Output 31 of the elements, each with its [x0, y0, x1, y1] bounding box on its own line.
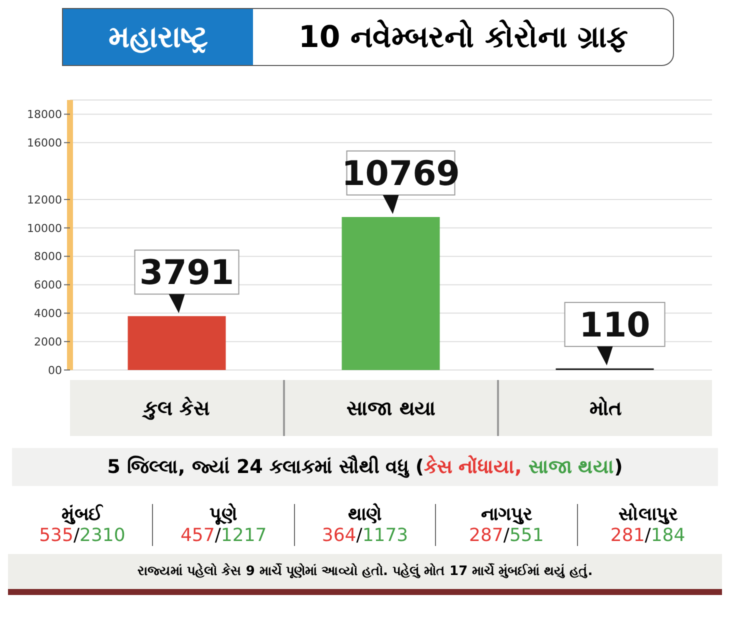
text: 287/551	[469, 525, 544, 546]
data-label: 3791	[139, 253, 234, 294]
chart-subtitle: 10 નવેમ્બરનો કોરોના ગ્રાફ	[297, 18, 629, 56]
y-tick-label: 00	[48, 364, 62, 377]
x-tick-label: કુલ કેસ	[141, 395, 210, 422]
y-tick-label: 16000	[27, 136, 62, 150]
text: 281/184	[610, 525, 686, 546]
text: રાજ્યમાં પહેલો કેસ 9 માર્ચે પૂણેમાં આવ્યો હતો. પહેલું મોત 17 માર્ચે મુંબઈમાં થયું હતું.	[8, 554, 722, 595]
bar	[128, 316, 226, 370]
text: સોલાપુર	[617, 504, 678, 525]
text: પૂણે	[208, 504, 239, 525]
text: થાણે	[347, 504, 384, 525]
text: 457/1217	[180, 525, 267, 546]
text: 535/2310	[39, 525, 126, 546]
text: મુંબઈ	[60, 504, 104, 525]
y-tick-label: 6000	[34, 278, 62, 292]
y-tick-label: 8000	[34, 250, 62, 264]
y-tick-label: 10000	[27, 222, 62, 235]
data-label: 110	[579, 305, 650, 346]
chart-title: મહારાષ્ટ્ર	[63, 9, 253, 65]
text: નાગપુર	[480, 504, 533, 525]
text: 364/1173	[322, 525, 408, 546]
x-tick-label: સાજા થયા	[282, 380, 498, 436]
y-tick-label: 4000	[34, 307, 62, 320]
bar	[342, 216, 440, 370]
x-tick-label: મોત	[497, 380, 712, 436]
text: 5 જિલ્લા, જ્યાં 24 કલાકમાં સૌથી વધુ (કેસ નોંધાયા, સાજા થયા)	[107, 456, 623, 478]
y-tick-label: 2000	[34, 335, 62, 348]
data-label: 10769	[342, 154, 460, 194]
y-tick-label: 18000	[27, 108, 62, 122]
y-tick-label: 12000	[27, 193, 62, 206]
